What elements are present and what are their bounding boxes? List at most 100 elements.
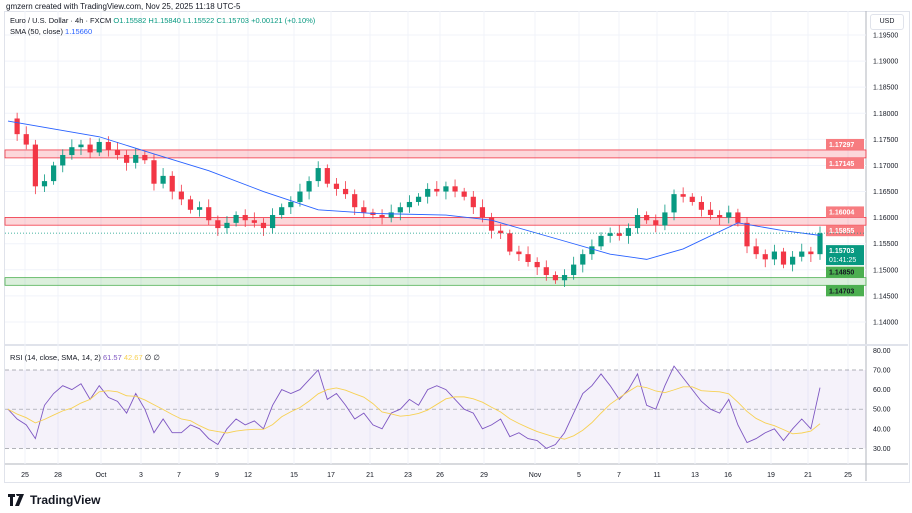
candle-body xyxy=(799,251,805,257)
candle-body xyxy=(525,254,531,262)
sma-label[interactable]: SMA (50, close) xyxy=(10,27,63,36)
time-tick-label: 11 xyxy=(653,472,660,479)
price-tick-label: 1.17500 xyxy=(873,137,898,144)
rsi-value: 61.57 xyxy=(102,353,122,362)
support-price-label xyxy=(826,285,864,297)
resistance-price-text: 1.17297 xyxy=(829,142,854,149)
candle-body xyxy=(552,275,559,281)
candle-body xyxy=(78,144,84,148)
time-tick-label: 26 xyxy=(436,472,444,479)
rsi-tick-label: 60.00 xyxy=(873,387,891,394)
price-tick-label: 1.19000 xyxy=(873,59,898,66)
candle-body xyxy=(571,264,577,276)
support-price-text: 1.14703 xyxy=(829,288,854,295)
symbol-name[interactable]: Euro / U.S. Dollar · 4h · FXCM xyxy=(10,16,112,25)
candle-body xyxy=(333,183,340,189)
time-tick-label: Nov xyxy=(529,472,542,479)
time-tick-label: 21 xyxy=(366,472,374,479)
candle-body xyxy=(817,233,823,255)
candle-body xyxy=(160,175,166,184)
candle-body xyxy=(689,196,695,202)
ohlc-low: L1.15522 xyxy=(183,16,215,25)
price-tick-label: 1.17000 xyxy=(873,163,898,170)
candle-body xyxy=(434,188,440,192)
rsi-label[interactable]: RSI (14, close, SMA, 14, 2) xyxy=(10,353,101,362)
candle-body xyxy=(297,191,303,202)
symbol-legend: Euro / U.S. Dollar · 4h · FXCM O1.15582 … xyxy=(10,15,315,37)
candle-body xyxy=(762,254,768,260)
candle-body xyxy=(470,196,476,208)
candle-body xyxy=(634,215,641,229)
time-tick-label: 21 xyxy=(804,472,812,479)
time-tick-label: 9 xyxy=(215,472,219,479)
candle-body xyxy=(215,220,221,229)
candle-body xyxy=(105,141,111,150)
candle-body xyxy=(507,233,513,252)
rsi-extra: ∅ ∅ xyxy=(144,353,160,362)
candle-body xyxy=(196,207,203,210)
rsi-tick-label: 30.00 xyxy=(873,446,891,453)
candle-body xyxy=(352,194,358,208)
time-tick-label: 12 xyxy=(244,472,252,479)
price-tick-label: 1.14000 xyxy=(873,319,898,326)
candle-body xyxy=(114,149,121,156)
candle-body xyxy=(60,155,66,166)
support-zone xyxy=(4,277,867,286)
candle-body xyxy=(671,194,677,213)
candle-body xyxy=(361,207,367,213)
candle-body xyxy=(717,215,723,218)
resistance-price-text: 1.17145 xyxy=(829,161,854,168)
price-tick-label: 1.15500 xyxy=(873,241,898,248)
ohlc-high: H1.15840 xyxy=(148,16,181,25)
sma-value: 1.15660 xyxy=(65,27,93,36)
candle-body xyxy=(178,191,184,200)
candle-body xyxy=(279,207,285,216)
time-tick-label: 13 xyxy=(691,472,699,479)
candle-body xyxy=(698,201,704,210)
candle-body xyxy=(653,220,659,226)
candle-body xyxy=(607,233,613,236)
candle-body xyxy=(443,186,449,192)
candle-body xyxy=(625,228,632,236)
candle-body xyxy=(707,209,714,216)
candle-body xyxy=(269,215,276,229)
rsi-tick-label: 70.00 xyxy=(873,368,891,375)
candle-body xyxy=(498,230,504,234)
candle-body xyxy=(69,147,75,156)
resistance-price-text: 1.15855 xyxy=(829,228,854,235)
candle-body xyxy=(561,275,568,281)
candle-body xyxy=(133,155,139,163)
tradingview-logo-icon xyxy=(8,494,24,506)
candle-body xyxy=(242,215,248,221)
time-tick-label: Oct xyxy=(96,472,107,479)
time-tick-label: 23 xyxy=(404,472,412,479)
credit-text: gmzern created with TradingView.com, Nov… xyxy=(6,2,241,11)
candle-body xyxy=(425,188,431,197)
candle-body xyxy=(151,160,157,184)
resistance-price-label xyxy=(826,138,864,150)
candle-body xyxy=(388,212,394,218)
time-tick-label: 16 xyxy=(724,472,732,479)
time-tick-label: 17 xyxy=(327,472,335,479)
time-tick-label: 28 xyxy=(54,472,62,479)
currency-button[interactable]: USD xyxy=(870,14,904,30)
candle-body xyxy=(224,222,230,229)
rsi-sma-line xyxy=(7,385,821,440)
price-tick-label: 1.19500 xyxy=(873,33,898,40)
candle-body xyxy=(260,222,267,229)
candle-body xyxy=(662,212,668,226)
candle-body xyxy=(452,186,458,192)
rsi-line xyxy=(7,365,821,449)
candle-body xyxy=(598,235,604,247)
price-tick-label: 1.16000 xyxy=(873,215,898,222)
candle-body xyxy=(680,194,686,197)
rsi-tick-label: 40.00 xyxy=(873,426,891,433)
candle-body xyxy=(488,217,495,231)
candle-body xyxy=(479,207,486,218)
candle-body xyxy=(771,251,777,260)
candle-body xyxy=(41,181,48,187)
time-tick-label: 15 xyxy=(290,472,298,479)
candle-body xyxy=(142,155,148,161)
candle-body xyxy=(589,246,595,255)
